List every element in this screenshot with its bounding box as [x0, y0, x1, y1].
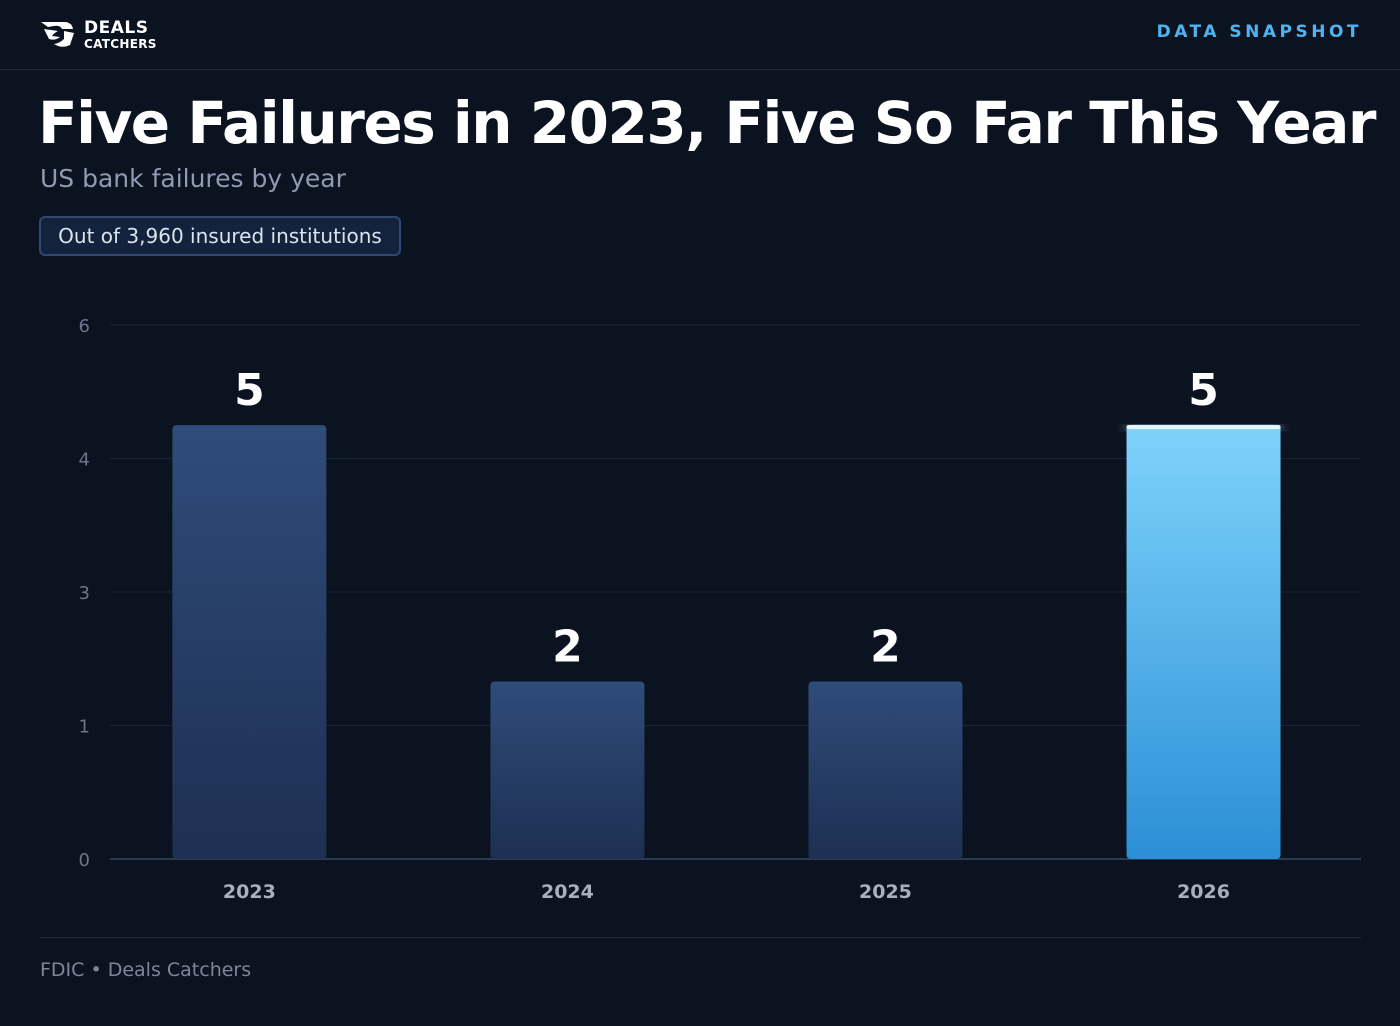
y-tick-label: 3	[79, 583, 90, 604]
y-tick-label: 6	[79, 316, 90, 337]
y-tick-label: 1	[79, 717, 90, 738]
logo-text-deals: DEALS	[84, 18, 149, 38]
x-tick-label-2023: 2023	[223, 881, 276, 903]
bar-2025	[808, 681, 963, 859]
footer-divider	[40, 937, 1361, 938]
logo-text-catchers: CATCHERS	[84, 37, 157, 51]
data-label-2023: 5	[234, 365, 265, 416]
source-note: FDIC • Deals Catchers	[40, 959, 252, 981]
highlight-bar-cap	[1126, 425, 1281, 430]
logo-hook-icon	[41, 22, 74, 47]
data-label-2026: 5	[1188, 365, 1219, 416]
chart-title: Five Failures in 2023, Five So Far This …	[38, 89, 1376, 157]
y-tick-label: 0	[79, 850, 90, 871]
context-pill: Out of 3,960 insured institutions	[39, 216, 401, 256]
bar-2024	[490, 681, 645, 859]
bar-2026	[1126, 425, 1281, 859]
x-tick-label-2025: 2025	[859, 881, 912, 903]
chart-subtitle: US bank failures by year	[40, 164, 346, 193]
header-bar: DEALS CATCHERS DATA SNAPSHOT	[0, 0, 1400, 70]
logo: DEALS CATCHERS	[40, 19, 170, 51]
data-snapshot-tag: DATA SNAPSHOT	[1156, 22, 1362, 42]
y-tick-label: 4	[79, 450, 90, 471]
data-label-2024: 2	[552, 621, 583, 672]
label-layer: 0 1 3 4 6 5 2023 2 2024 2 2025 5 2026	[79, 316, 1230, 903]
bar-layer	[172, 425, 1281, 859]
x-tick-label-2024: 2024	[541, 881, 594, 903]
data-label-2025: 2	[870, 621, 901, 672]
x-tick-label-2026: 2026	[1177, 881, 1230, 903]
bar-2023	[172, 425, 327, 859]
